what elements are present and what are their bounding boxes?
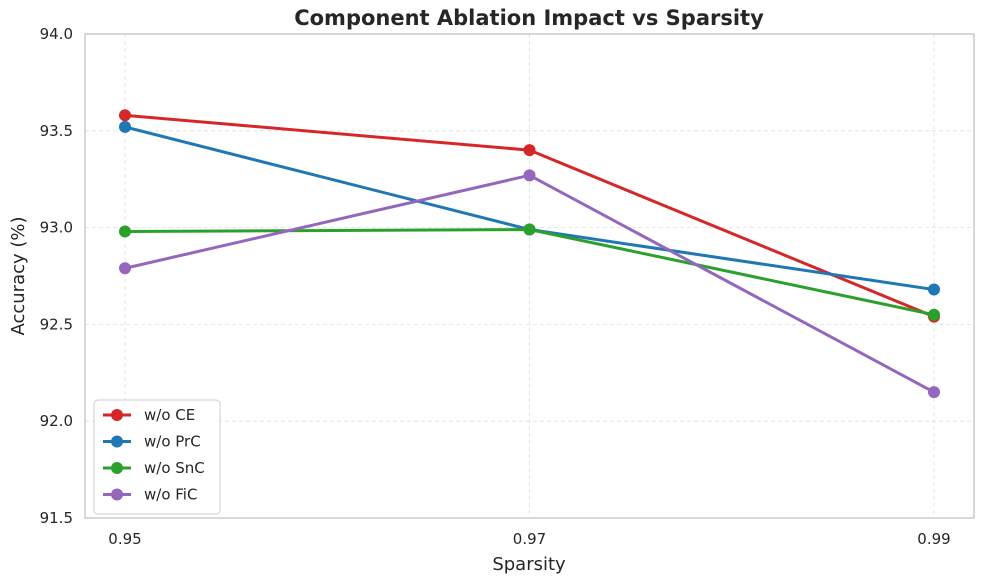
legend-item: w/o FiC bbox=[103, 486, 197, 504]
legend-marker bbox=[111, 409, 123, 421]
legend: w/o CE w/o PrC w/o SnC w/o FiC bbox=[93, 399, 221, 515]
data-point bbox=[119, 225, 131, 238]
legend-label: w/o PrC bbox=[144, 433, 201, 451]
plot-frame bbox=[84, 33, 975, 519]
legend-item: w/o PrC bbox=[103, 433, 201, 451]
y-tick-label: 93.5 bbox=[40, 122, 73, 140]
legend-item: w/o CE bbox=[103, 406, 195, 424]
data-point bbox=[928, 308, 940, 321]
legend-label: w/o CE bbox=[144, 406, 195, 424]
data-point bbox=[119, 262, 131, 275]
y-axis-label: Accuracy (%) bbox=[8, 216, 29, 335]
data-point bbox=[523, 169, 536, 182]
y-tick-label: 92.0 bbox=[40, 412, 73, 430]
legend-label: w/o SnC bbox=[144, 459, 205, 477]
legend-item: w/o SnC bbox=[103, 459, 205, 477]
series-w-o-snc bbox=[119, 223, 940, 321]
y-tick-labels: 91.5 92.0 92.5 93.0 93.5 94.0 bbox=[40, 25, 73, 527]
legend-marker bbox=[111, 462, 123, 474]
x-axis-label: Sparsity bbox=[492, 554, 566, 575]
legend-label: w/o FiC bbox=[144, 486, 197, 504]
data-point bbox=[523, 223, 536, 236]
chart-title: Component Ablation Impact vs Sparsity bbox=[294, 6, 764, 30]
y-tick-label: 92.5 bbox=[40, 315, 73, 333]
legend-marker bbox=[111, 435, 123, 448]
x-tick-label: 0.97 bbox=[513, 530, 546, 548]
y-tick-label: 94.0 bbox=[40, 25, 73, 43]
series-w-o-fic bbox=[119, 169, 940, 399]
legend-marker bbox=[111, 488, 123, 501]
data-point bbox=[119, 109, 131, 122]
y-tick-label: 93.0 bbox=[40, 219, 73, 237]
data-point bbox=[928, 386, 940, 399]
x-tick-label: 0.95 bbox=[108, 530, 141, 548]
data-point bbox=[119, 120, 131, 133]
legend-box bbox=[93, 399, 221, 515]
data-point bbox=[523, 144, 536, 157]
y-tick-label: 91.5 bbox=[40, 509, 73, 527]
series-group bbox=[119, 109, 940, 399]
x-tick-label: 0.99 bbox=[917, 530, 950, 548]
x-tick-labels: 0.95 0.97 0.99 bbox=[108, 530, 950, 548]
data-point bbox=[928, 283, 940, 296]
